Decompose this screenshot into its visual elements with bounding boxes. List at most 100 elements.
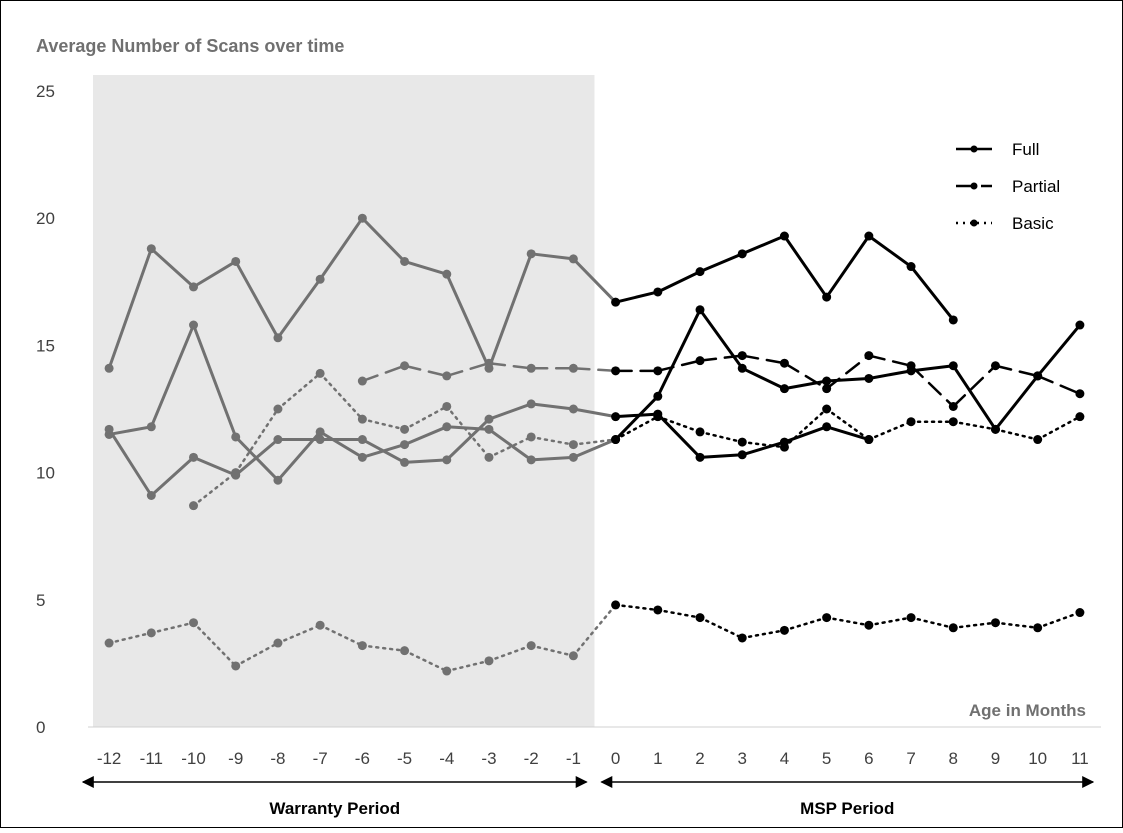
series-line-segment [867, 354, 913, 368]
x-tick-label: -5 [397, 749, 412, 768]
data-point [231, 468, 241, 478]
data-point [822, 292, 832, 302]
y-tick-label: 10 [36, 464, 55, 483]
series-line-segment [825, 354, 871, 390]
series-line-segment [361, 644, 406, 652]
data-point [990, 618, 1000, 628]
x-tick-label: 7 [906, 749, 915, 768]
series-line-segment [107, 425, 153, 436]
series-line-segment [1036, 611, 1082, 630]
data-point [273, 435, 283, 445]
data-point [695, 356, 705, 366]
series-line-segment [740, 629, 786, 640]
data-point [484, 452, 494, 462]
data-point [400, 424, 410, 434]
data-point [357, 435, 367, 445]
x-tick-label: -12 [97, 749, 122, 768]
series-line-segment [360, 216, 407, 263]
data-point [864, 435, 874, 445]
data-point [779, 442, 789, 452]
series-line-segment [909, 265, 955, 322]
series-line-segment [234, 259, 280, 340]
data-point [273, 404, 283, 414]
data-point [695, 305, 705, 315]
series-line-segment [994, 364, 1039, 378]
series-line-segment [656, 359, 702, 373]
x-tick-label: -1 [566, 749, 581, 768]
data-point [1033, 371, 1043, 381]
series-line-segment [487, 361, 533, 370]
data-point [315, 274, 325, 284]
y-tick-labels: 0 5 10 15 20 25 [36, 82, 55, 737]
data-point [315, 427, 325, 437]
data-point [695, 427, 705, 437]
data-point [1075, 389, 1085, 399]
data-point [864, 373, 874, 383]
x-tick-label: 0 [611, 749, 620, 768]
series-line-segment [529, 455, 575, 462]
data-point [104, 424, 114, 434]
series-line-segment [318, 216, 364, 281]
x-tick-label: -7 [313, 749, 328, 768]
series-line-segment [445, 361, 491, 378]
y-tick-label: 25 [36, 82, 55, 101]
series-line-segment [234, 438, 280, 477]
series-line-segment [403, 458, 449, 464]
series-line-segment [107, 427, 153, 497]
data-point [1075, 320, 1085, 330]
series-line-segment [656, 415, 702, 434]
data-point [357, 641, 367, 651]
data-point [526, 399, 536, 409]
data-point [484, 358, 494, 368]
series-points [104, 213, 1085, 676]
series-line-segment [234, 407, 280, 474]
legend-label: Basic [1012, 214, 1054, 233]
data-point [695, 267, 705, 277]
series-line-segment [909, 616, 955, 630]
data-point [653, 605, 663, 615]
series-line-segment [318, 430, 364, 459]
series-line-segment [234, 641, 280, 668]
data-point [315, 620, 325, 630]
x-tick-label: 6 [864, 749, 873, 768]
data-point [990, 424, 1000, 434]
data-point [568, 363, 578, 373]
x-tick-label: -9 [228, 749, 243, 768]
series-line-segment [994, 621, 1039, 630]
data-point [442, 666, 452, 676]
series-line-segment [487, 402, 533, 421]
data-point [948, 315, 958, 325]
series-line-segment [867, 616, 913, 627]
x-tick-label: -4 [439, 749, 454, 768]
series-line-segment [149, 455, 196, 497]
y-tick-label: 5 [36, 591, 45, 610]
x-axis-title: Age in Months [969, 701, 1086, 720]
data-point [695, 452, 705, 462]
series-line-segment [487, 435, 533, 459]
data-point [948, 401, 958, 411]
series-line-segment [487, 427, 533, 462]
series-line-segment [403, 259, 449, 276]
data-point [146, 244, 156, 254]
data-point [611, 600, 621, 610]
data-point [822, 376, 832, 386]
series-line-segment [361, 417, 406, 431]
legend: Full Partial Basic [956, 140, 1060, 233]
data-point [779, 231, 789, 241]
x-tick-label: -11 [140, 749, 163, 768]
series-line-segment [656, 308, 702, 398]
data-point [568, 404, 578, 414]
x-tick-label: 4 [780, 749, 789, 768]
data-point [568, 254, 578, 264]
x-tick-label: 5 [822, 749, 831, 768]
data-point [189, 320, 199, 330]
series-line-segment [909, 364, 955, 408]
series-line-segment [740, 366, 786, 391]
data-point [611, 297, 621, 307]
y-tick-label: 15 [36, 336, 55, 355]
data-point [737, 249, 747, 259]
series-line-segment [276, 372, 322, 411]
series-line-segment [698, 453, 744, 459]
data-point [189, 618, 199, 628]
data-point [442, 371, 452, 381]
